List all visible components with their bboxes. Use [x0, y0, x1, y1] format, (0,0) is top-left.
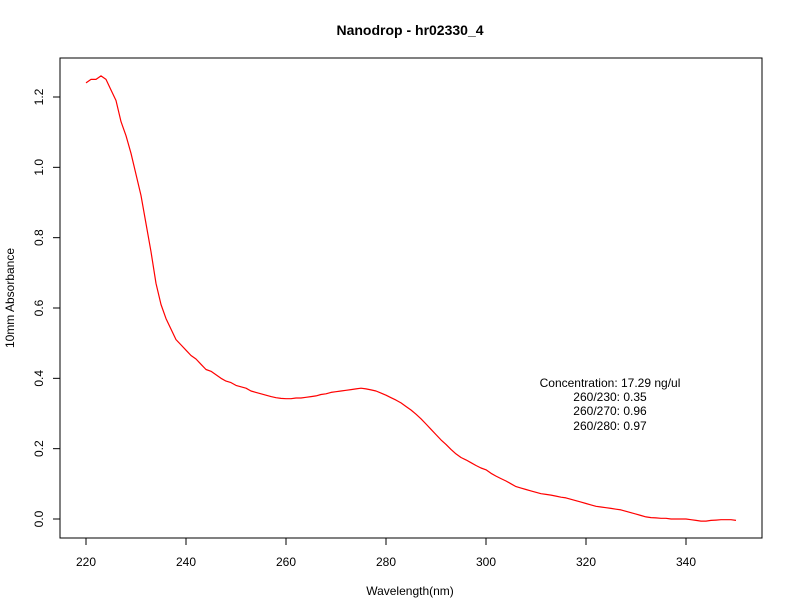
x-tick-label: 220 [76, 555, 96, 569]
y-tick-label: 0.4 [32, 370, 46, 387]
y-axis: 0.0 0.2 0.4 0.6 0.8 1.0 1.2 [32, 88, 61, 527]
x-tick-label: 280 [376, 555, 396, 569]
y-axis-label: 10mm Absorbance [3, 248, 17, 348]
x-axis-label: Wavelength(nm) [366, 584, 454, 598]
y-tick-label: 0.6 [32, 299, 46, 316]
absorbance-series-line [85, 75, 737, 522]
ratio-260-230-text: 260/230: 0.35 [573, 390, 647, 404]
ratio-260-270-text: 260/270: 0.96 [573, 404, 647, 418]
x-tick-label: 340 [676, 555, 696, 569]
x-tick-label: 300 [476, 555, 496, 569]
chart-title: Nanodrop - hr02330_4 [336, 22, 483, 38]
x-axis: 220 240 260 280 300 320 340 [76, 537, 696, 569]
y-tick-label: 1.0 [32, 159, 46, 176]
y-tick-label: 0.2 [32, 440, 46, 457]
x-tick-label: 240 [176, 555, 196, 569]
series-layer [85, 75, 737, 522]
y-tick-label: 0.0 [32, 510, 46, 527]
ratio-260-280-text: 260/280: 0.97 [573, 419, 647, 433]
stats-annotation: Concentration: 17.29 ng/ul 260/230: 0.35… [540, 376, 681, 433]
plot-frame [59, 57, 763, 539]
y-tick-label: 1.2 [32, 88, 46, 105]
concentration-text: Concentration: 17.29 ng/ul [540, 376, 681, 390]
x-tick-label: 260 [276, 555, 296, 569]
y-tick-label: 0.8 [32, 229, 46, 246]
x-tick-label: 320 [576, 555, 596, 569]
